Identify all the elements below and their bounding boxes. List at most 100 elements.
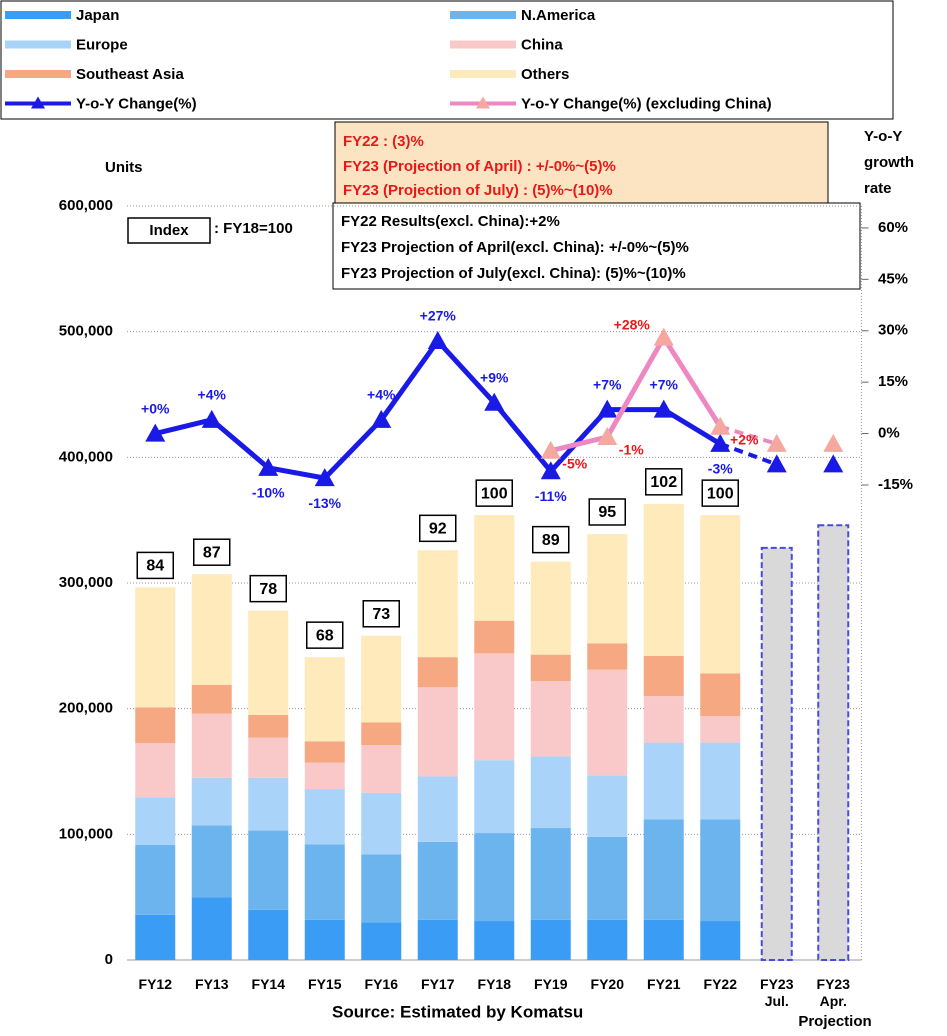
index-label: 87: [203, 544, 221, 561]
bar-segment: [191, 897, 232, 960]
x-tick-label: FY23 Jul.: [760, 976, 794, 1009]
bar-segment: [191, 777, 232, 826]
x-tick-label: FY18: [477, 976, 511, 992]
data-label: -10%: [252, 485, 285, 501]
bar-segment: [135, 845, 176, 915]
y-tick-label: 600,000: [59, 197, 113, 214]
bar-segment: [474, 653, 515, 761]
bar-segment: [304, 762, 345, 790]
line-projection: [719, 441, 778, 467]
bar-segment: [700, 716, 741, 743]
bar-segment: [700, 819, 741, 922]
bar-segment: [417, 776, 458, 842]
line-marker: [484, 392, 505, 411]
line-marker: [823, 433, 844, 452]
x-tick-label: FY14: [251, 976, 285, 992]
index-label: 95: [598, 504, 616, 521]
data-label: +7%: [650, 376, 679, 392]
index-box: [193, 538, 231, 566]
line-projection: [719, 424, 778, 446]
source: Source: Estimated by Komatsu: [332, 1002, 583, 1021]
legend-label: Others: [521, 66, 569, 83]
legend-swatch: [5, 40, 71, 49]
legend-label: N.America: [521, 7, 596, 24]
bar-segment: [643, 655, 684, 697]
index-label: 100: [707, 485, 734, 502]
bar-segment: [361, 722, 402, 746]
bar-segment: [700, 742, 741, 820]
index-title: Index: [149, 222, 189, 239]
bar-segment: [643, 742, 684, 820]
bar-segment: [587, 669, 628, 776]
legend-swatch: [450, 11, 516, 19]
index-label: 92: [429, 521, 447, 538]
data-label: +28%: [614, 316, 651, 332]
bar-segment: [191, 825, 232, 898]
bar-segment: [361, 635, 402, 723]
bar-segment: [248, 714, 289, 738]
bar-segment: [135, 914, 176, 960]
x-tick-label: FY13: [195, 976, 229, 992]
x-tick-label: FY12: [138, 976, 172, 992]
x-tick-label: FY17: [421, 976, 455, 992]
bar-segment: [248, 909, 289, 960]
line-marker: [653, 327, 674, 346]
y2-tick-label: 0%: [878, 425, 900, 442]
bar-segment: [700, 515, 741, 674]
index-box: [136, 551, 174, 580]
y-axis-label: Units: [105, 159, 143, 176]
bar-segment: [304, 657, 345, 742]
x-tick-label: FY22: [703, 976, 737, 992]
bar-segment: [474, 833, 515, 922]
data-label: +2%: [730, 431, 759, 447]
index-box: [645, 468, 683, 496]
bar-segment: [643, 919, 684, 960]
data-label: +4%: [367, 387, 396, 403]
bar-segment: [530, 756, 571, 829]
legend-swatch: [450, 40, 516, 49]
y-tick-label: 300,000: [59, 574, 113, 591]
bar-segment: [304, 789, 345, 845]
index-box: [362, 600, 400, 628]
legend-label: Y-o-Y Change(%): [76, 95, 197, 112]
index-box: [701, 479, 739, 507]
bar-segment: [361, 922, 402, 960]
bar-segment: [248, 777, 289, 831]
legend-label: Y-o-Y Change(%) (excluding China): [521, 95, 772, 112]
legend-marker: [31, 96, 45, 109]
y-tick-label: 500,000: [59, 323, 113, 340]
line-marker: [201, 409, 222, 428]
bar-segment: [474, 921, 515, 960]
bar-segment: [191, 574, 232, 685]
legend-box: [0, 0, 894, 120]
index-label: 100: [481, 485, 508, 502]
line-marker: [823, 454, 844, 473]
index-label: 89: [542, 532, 560, 549]
line-marker: [540, 461, 561, 480]
data-label: -13%: [308, 495, 341, 511]
line-marker: [540, 440, 561, 459]
legend-label: Europe: [76, 36, 128, 53]
bar-segment: [417, 841, 458, 920]
index-box: [419, 514, 457, 543]
bar-segment: [530, 681, 571, 757]
data-label: -5%: [562, 455, 587, 471]
bar-segment: [304, 919, 345, 960]
index-label: 84: [146, 558, 164, 575]
x-tick-label: FY23 Apr.: [816, 976, 850, 1009]
bar-segment: [643, 503, 684, 656]
data-label: +4%: [198, 387, 227, 403]
line-marker: [371, 409, 392, 428]
bar-segment: [643, 696, 684, 743]
bar-segment: [417, 687, 458, 777]
line-marker: [710, 433, 731, 452]
bar-segment: [135, 797, 176, 846]
bar-segment: [135, 707, 176, 744]
index-label: 102: [650, 474, 677, 491]
y2-tick-label: 60%: [878, 219, 908, 236]
bar-segment: [587, 643, 628, 670]
bar-segment: [248, 737, 289, 778]
legend-marker: [476, 96, 490, 109]
